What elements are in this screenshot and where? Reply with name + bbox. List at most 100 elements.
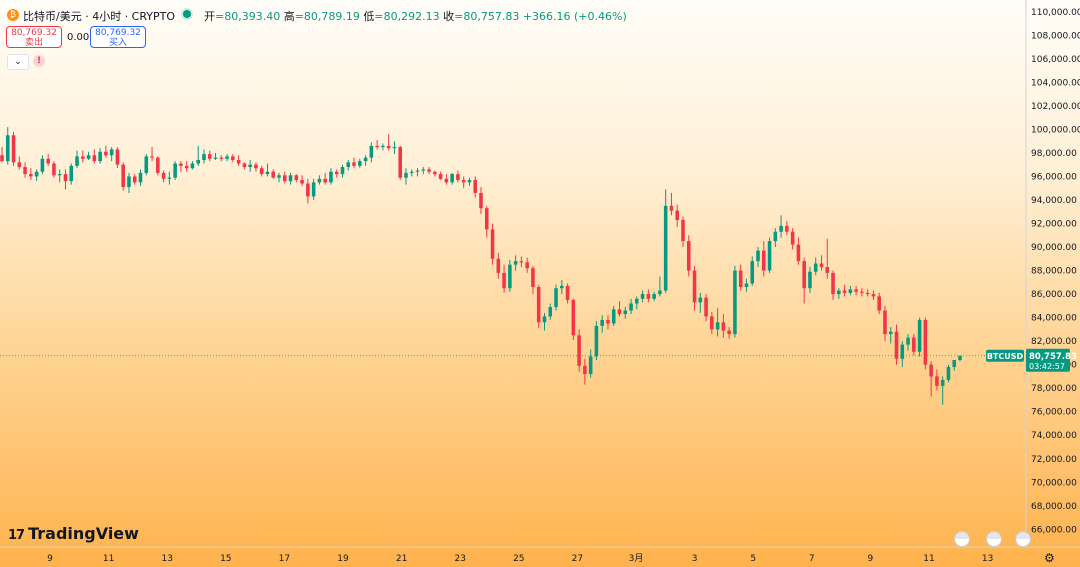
- candle[interactable]: [588, 349, 593, 378]
- candle[interactable]: [144, 154, 149, 176]
- candle[interactable]: [161, 170, 166, 183]
- candle[interactable]: [785, 221, 789, 236]
- candle[interactable]: [756, 247, 760, 268]
- candle[interactable]: [958, 355, 962, 362]
- candle[interactable]: [231, 154, 235, 163]
- candle[interactable]: [52, 161, 56, 178]
- gear-icon[interactable]: ⚙: [1044, 551, 1055, 565]
- candle[interactable]: [346, 159, 351, 171]
- candle[interactable]: [802, 257, 806, 304]
- candle[interactable]: [952, 359, 957, 371]
- candle[interactable]: [225, 154, 229, 162]
- candle[interactable]: [271, 169, 276, 179]
- candle[interactable]: [404, 168, 408, 185]
- candle[interactable]: [865, 289, 870, 297]
- candle[interactable]: [819, 255, 824, 271]
- candle[interactable]: [311, 178, 316, 200]
- candle[interactable]: [496, 252, 501, 279]
- candle[interactable]: [490, 223, 495, 265]
- symbol-title[interactable]: 比特币/美元 · 4小时 · CRYPTO: [23, 10, 176, 23]
- candle[interactable]: [860, 288, 864, 297]
- candle[interactable]: [173, 161, 177, 180]
- candle[interactable]: [306, 178, 310, 204]
- candle[interactable]: [940, 376, 945, 405]
- candle[interactable]: [565, 283, 570, 304]
- candle[interactable]: [935, 369, 939, 391]
- candle[interactable]: [663, 189, 668, 293]
- candle[interactable]: [727, 327, 731, 339]
- candle[interactable]: [658, 276, 662, 297]
- candle[interactable]: [577, 329, 581, 372]
- candle[interactable]: [536, 284, 541, 329]
- candle[interactable]: [692, 265, 697, 311]
- candle[interactable]: [548, 303, 553, 320]
- candle[interactable]: [109, 147, 114, 162]
- candle[interactable]: [906, 334, 910, 351]
- candle[interactable]: [456, 170, 460, 183]
- candle[interactable]: [92, 149, 97, 164]
- candle[interactable]: [715, 308, 720, 337]
- candle[interactable]: [646, 289, 651, 303]
- candle[interactable]: [5, 127, 10, 165]
- candle[interactable]: [484, 205, 489, 238]
- candle[interactable]: [369, 142, 374, 163]
- candle[interactable]: [213, 152, 218, 160]
- event-flag-icon[interactable]: [954, 531, 970, 547]
- candle[interactable]: [877, 292, 881, 315]
- candle[interactable]: [542, 312, 547, 331]
- candle[interactable]: [519, 256, 524, 268]
- candle[interactable]: [17, 156, 22, 170]
- candle[interactable]: [883, 305, 887, 342]
- candle[interactable]: [854, 285, 858, 296]
- candle[interactable]: [300, 175, 304, 186]
- candle[interactable]: [156, 156, 160, 176]
- candle[interactable]: [583, 358, 587, 385]
- candle[interactable]: [611, 305, 616, 326]
- candle[interactable]: [767, 237, 772, 273]
- candle[interactable]: [635, 296, 639, 310]
- candle[interactable]: [825, 238, 830, 279]
- candle[interactable]: [779, 215, 783, 238]
- candle[interactable]: [681, 216, 685, 248]
- candle[interactable]: [207, 150, 212, 162]
- candle[interactable]: [121, 162, 125, 191]
- candle[interactable]: [415, 168, 420, 177]
- candle[interactable]: [398, 145, 402, 180]
- candle[interactable]: [248, 159, 252, 172]
- candle[interactable]: [675, 204, 680, 228]
- candle[interactable]: [750, 256, 755, 286]
- candle[interactable]: [831, 270, 835, 300]
- candle[interactable]: [179, 161, 183, 172]
- candle[interactable]: [427, 167, 431, 175]
- candle[interactable]: [790, 228, 795, 250]
- candle[interactable]: [733, 265, 737, 338]
- candle[interactable]: [623, 307, 628, 319]
- tradingview-logo[interactable]: 17 TradingView: [8, 524, 139, 543]
- candle[interactable]: [894, 324, 899, 365]
- candle[interactable]: [34, 169, 39, 182]
- candle[interactable]: [363, 155, 368, 166]
- candle[interactable]: [29, 168, 33, 180]
- candle[interactable]: [600, 315, 604, 333]
- candle[interactable]: [744, 278, 749, 292]
- candle[interactable]: [917, 317, 922, 357]
- candle[interactable]: [254, 162, 258, 172]
- candle[interactable]: [842, 284, 847, 297]
- candle[interactable]: [167, 171, 172, 185]
- candle[interactable]: [761, 241, 766, 277]
- candle[interactable]: [150, 147, 154, 162]
- chevron-down-icon[interactable]: ⌄: [7, 54, 29, 70]
- candle[interactable]: [63, 169, 68, 190]
- candle[interactable]: [513, 255, 518, 271]
- candle[interactable]: [473, 176, 478, 198]
- candle[interactable]: [773, 228, 778, 248]
- candle[interactable]: [358, 158, 362, 169]
- candle[interactable]: [104, 145, 108, 158]
- candle[interactable]: [219, 155, 224, 162]
- candle[interactable]: [75, 150, 79, 169]
- candle[interactable]: [259, 165, 264, 177]
- candle[interactable]: [531, 265, 535, 295]
- candle[interactable]: [640, 290, 645, 303]
- candle[interactable]: [444, 174, 449, 185]
- candle[interactable]: [652, 291, 656, 302]
